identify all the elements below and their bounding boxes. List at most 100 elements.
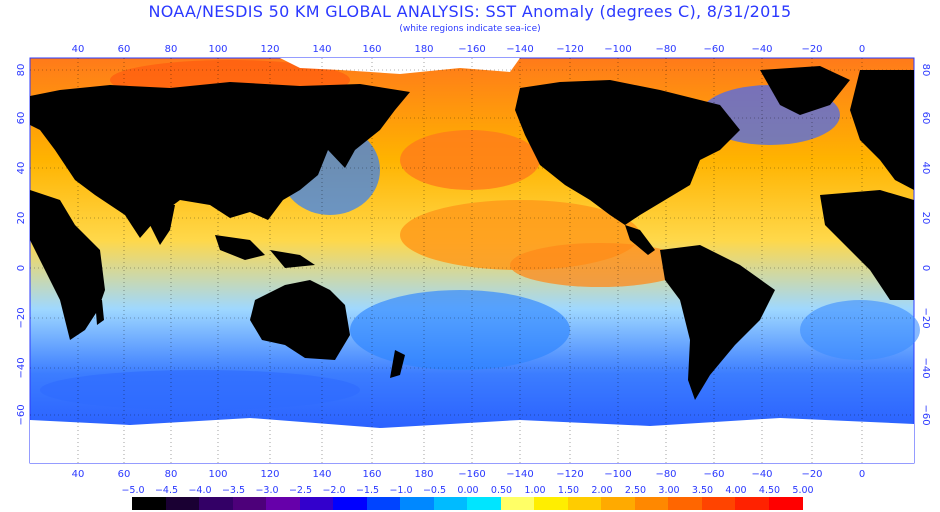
colorbar-swatch <box>601 497 635 510</box>
colorbar-swatch <box>433 497 468 510</box>
lon-tick-top: −100 <box>604 44 631 55</box>
lat-tick-right: −60 <box>920 404 931 425</box>
lat-tick-right: 80 <box>920 64 931 77</box>
lat-tick-left: −40 <box>16 357 27 378</box>
lon-tick-top: −80 <box>655 44 676 55</box>
colorbar-swatch <box>400 497 434 510</box>
colorbar-label: 3.00 <box>658 485 680 496</box>
colorbar-swatch <box>634 497 669 510</box>
colorbar-label: 0.50 <box>490 485 513 496</box>
lon-tick-top: 60 <box>118 44 131 55</box>
colorbar-swatch <box>366 497 401 510</box>
colorbar-label: 1.00 <box>524 485 546 496</box>
lon-tick-bottom: 120 <box>260 469 279 480</box>
colorbar-label: 0.00 <box>457 485 479 496</box>
colorbar-swatch <box>701 497 736 510</box>
lon-tick-bottom: −20 <box>801 469 822 480</box>
lat-tick-left: 20 <box>16 212 27 225</box>
lon-tick-bottom: −100 <box>604 469 631 480</box>
lon-tick-bottom: −120 <box>556 469 583 480</box>
lon-tick-top: 100 <box>208 44 227 55</box>
colorbar-swatch <box>668 497 702 510</box>
lat-tick-right: 20 <box>920 212 931 225</box>
graticule <box>30 58 914 463</box>
colorbar-label: −3.5 <box>221 485 246 496</box>
lon-tick-bottom: 180 <box>414 469 433 480</box>
lon-tick-bottom: 0 <box>859 469 865 480</box>
lon-tick-top: 0 <box>859 44 865 55</box>
lon-tick-bottom: 160 <box>362 469 381 480</box>
lat-tick-right: −20 <box>920 307 931 328</box>
colorbar-swatch <box>299 497 334 510</box>
lon-tick-bottom: 80 <box>165 469 178 480</box>
lon-tick-top: −60 <box>703 44 724 55</box>
lat-tick-left: −20 <box>16 307 27 328</box>
lon-tick-bottom: −160 <box>458 469 485 480</box>
lon-tick-top: 160 <box>362 44 381 55</box>
lon-tick-top: −20 <box>801 44 822 55</box>
lon-tick-bottom: −60 <box>703 469 724 480</box>
lon-tick-bottom: −80 <box>655 469 676 480</box>
colorbar-label: 4.50 <box>758 485 781 496</box>
lon-tick-bottom: −140 <box>506 469 533 480</box>
colorbar-swatch <box>132 497 166 510</box>
lon-tick-top: 140 <box>312 44 331 55</box>
colorbar-label: 4.00 <box>725 485 747 496</box>
colorbar-label: −2.0 <box>322 485 346 496</box>
lon-tick-bottom: 40 <box>72 469 85 480</box>
colorbar-label: −3.0 <box>255 485 279 496</box>
colorbar-label: 2.00 <box>591 485 613 496</box>
lat-ticks-right: 80 60 40 20 0 −20 −40 −60 <box>920 64 931 426</box>
land <box>30 66 914 400</box>
lon-tick-top: −140 <box>506 44 533 55</box>
lat-tick-left: 40 <box>16 162 27 175</box>
lon-ticks-top: 40 60 80 100 120 140 160 180 −160 −140 −… <box>72 44 866 55</box>
lat-tick-right: 60 <box>920 112 931 125</box>
colorbar-swatch <box>500 497 535 510</box>
colorbar-label: −4.5 <box>154 485 179 496</box>
lon-tick-top: −160 <box>458 44 485 55</box>
colorbar-label: −2.5 <box>288 485 313 496</box>
colorbar-label: 3.50 <box>691 485 714 496</box>
colorbar-label: 2.50 <box>624 485 647 496</box>
lon-tick-top: 120 <box>260 44 279 55</box>
lon-tick-bottom: −40 <box>751 469 772 480</box>
lon-tick-top: 80 <box>165 44 178 55</box>
map-subtitle: (white regions indicate sea-ice) <box>399 24 541 34</box>
lat-tick-left: 0 <box>16 265 27 271</box>
sea-ice-antarctic <box>30 418 914 463</box>
colorbar-label: −4.0 <box>188 485 212 496</box>
colorbar-label: −5.0 <box>121 485 145 496</box>
colorbar-swatch <box>232 497 267 510</box>
colorbar-swatch <box>199 497 233 510</box>
lat-tick-left: −60 <box>16 404 27 425</box>
colorbar-swatch <box>567 497 602 510</box>
lon-tick-top: −120 <box>556 44 583 55</box>
colorbar-swatch <box>333 497 367 510</box>
colorbar-swatch <box>735 497 769 510</box>
lon-tick-bottom: 140 <box>312 469 331 480</box>
lon-tick-top: 40 <box>72 44 85 55</box>
lat-tick-right: 0 <box>920 265 931 271</box>
lat-ticks-left: 80 60 40 20 0 −20 −40 −60 <box>16 64 27 426</box>
colorbar-swatch <box>534 497 568 510</box>
colorbar-swatch <box>165 497 200 510</box>
colorbar-label: 1.50 <box>557 485 580 496</box>
lat-tick-left: 80 <box>16 64 27 77</box>
lat-tick-right: −40 <box>920 357 931 378</box>
colorbar-swatch <box>266 497 300 510</box>
colorbar-swatch <box>467 497 501 510</box>
sea-ice-arctic <box>280 58 520 74</box>
lat-tick-right: 40 <box>920 162 931 175</box>
lon-tick-bottom: 100 <box>208 469 227 480</box>
map-title: NOAA/NESDIS 50 KM GLOBAL ANALYSIS: SST A… <box>148 2 792 21</box>
colorbar-label: −0.5 <box>422 485 447 496</box>
colorbar-swatch <box>768 497 803 510</box>
lon-ticks-bottom: 40 60 80 100 120 140 160 180 −160 −140 −… <box>72 469 866 480</box>
colorbar-label: 5.00 <box>792 485 814 496</box>
colorbar-label: −1.0 <box>389 485 413 496</box>
lon-tick-top: 180 <box>414 44 433 55</box>
lon-tick-top: −40 <box>751 44 772 55</box>
lat-tick-left: 60 <box>16 112 27 125</box>
